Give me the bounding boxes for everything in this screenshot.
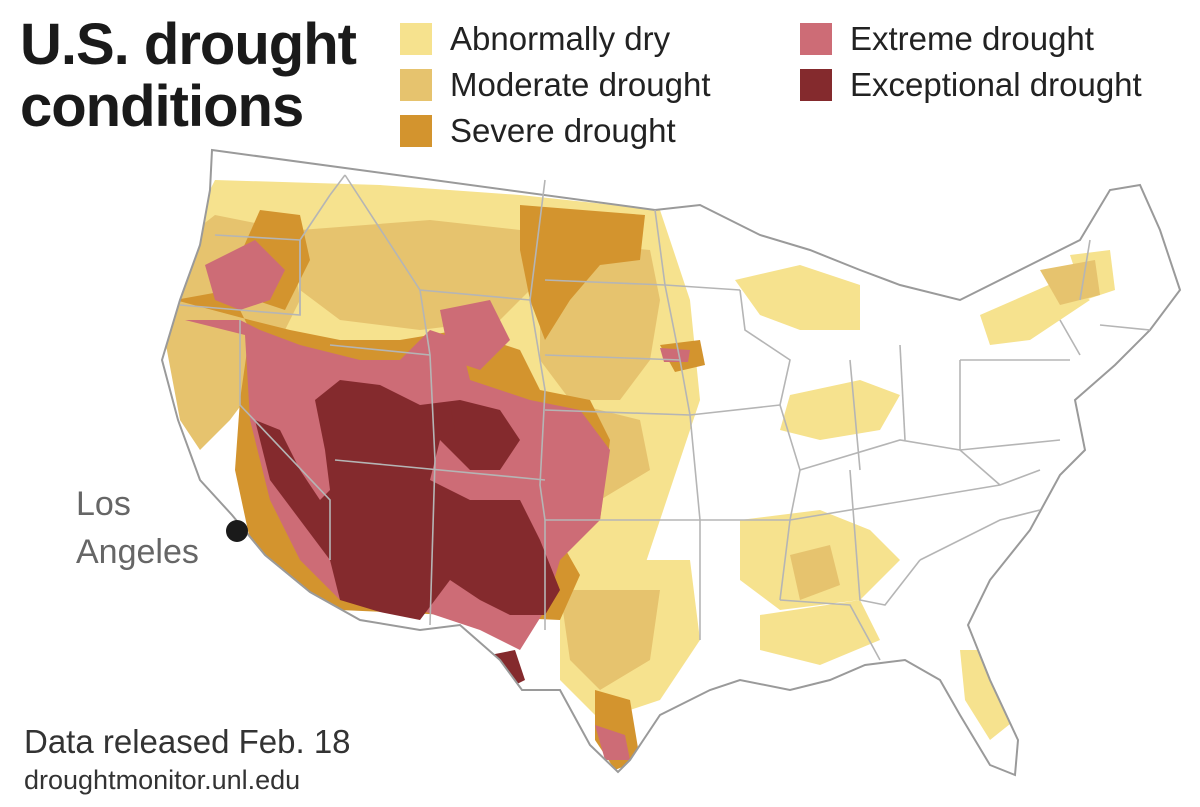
legend-item-extreme-drought: Extreme drought [800,16,1142,62]
exceptional-drought-swatch [800,69,832,101]
legend-label: Abnormally dry [450,20,671,57]
legend-label: Exceptional drought [850,66,1142,103]
legend-item-moderate-drought: Moderate drought [400,62,711,108]
severe-drought-swatch [400,115,432,147]
legend-label: Moderate drought [450,66,711,103]
legend-label: Severe drought [450,112,676,149]
map-title: U.S. drought conditions [20,12,357,139]
legend-item-abnormally-dry: Abnormally dry [400,16,711,62]
los-angeles-marker [226,520,248,542]
state-borders [179,174,1151,661]
legend-column-1: Abnormally dry Moderate drought Severe d… [400,16,711,154]
extreme-drought-swatch [800,23,832,55]
moderate-drought-swatch [400,69,432,101]
credits: Data released Feb. 18 droughtmonitor.unl… [24,722,351,798]
legend-column-2: Extreme drought Exceptional drought [800,16,1142,108]
abnormally-dry-swatch [400,23,432,55]
legend-item-severe-drought: Severe drought [400,108,711,154]
data-release-date: Data released Feb. 18 [24,723,351,760]
legend-label: Extreme drought [850,20,1094,57]
drought-layers [165,180,1115,770]
data-source: droughtmonitor.unl.edu [24,765,301,795]
legend-item-exceptional-drought: Exceptional drought [800,62,1142,108]
los-angeles-label: Los Angeles [76,485,199,571]
